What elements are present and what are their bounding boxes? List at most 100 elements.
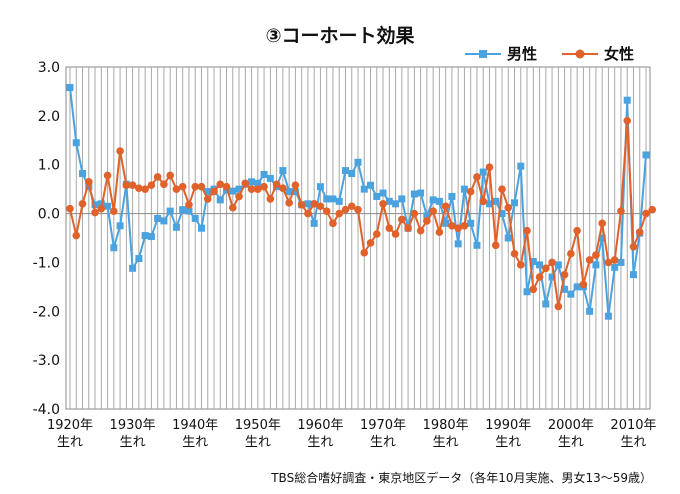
data-point-female	[329, 219, 337, 228]
x-tick-sublabel: 生れ	[57, 435, 83, 450]
data-point-male	[554, 261, 562, 269]
y-tick-label: -1.0	[33, 255, 60, 271]
y-tick-label: 3.0	[38, 60, 60, 76]
data-point-female	[523, 226, 531, 235]
data-point-female	[623, 116, 632, 125]
data-point-male	[248, 178, 256, 186]
data-point-female	[160, 180, 168, 189]
data-point-female	[141, 185, 149, 193]
data-point-male	[291, 188, 299, 196]
x-tick-label: 1960年	[297, 418, 343, 433]
data-point-male	[642, 151, 650, 159]
data-point-male	[185, 207, 193, 215]
data-point-male	[179, 206, 187, 214]
data-point-female	[110, 207, 118, 215]
data-point-female	[454, 224, 462, 233]
data-point-female	[135, 184, 143, 192]
x-tick-sublabel: 生れ	[620, 435, 646, 450]
data-point-female	[128, 181, 137, 190]
data-point-male	[629, 271, 637, 279]
data-point-female	[404, 224, 412, 233]
y-tick-label: 2.0	[38, 109, 60, 125]
data-point-female	[510, 249, 519, 258]
x-tick-sublabel: 生れ	[245, 435, 271, 450]
data-point-male	[360, 185, 368, 193]
x-tick-sublabel: 生れ	[182, 435, 208, 450]
data-point-male	[72, 139, 80, 147]
data-point-female	[391, 230, 400, 238]
data-point-male	[592, 261, 600, 269]
legend: 男性 女性	[465, 45, 634, 63]
data-point-female	[335, 209, 344, 218]
chart-title: ③コーホート効果	[265, 24, 414, 47]
data-point-female	[228, 203, 237, 212]
data-point-female	[579, 280, 588, 289]
data-point-female	[254, 185, 262, 193]
data-point-female	[78, 200, 87, 208]
x-tick-label: 1920年	[47, 418, 93, 433]
data-point-female	[122, 181, 131, 190]
data-point-female	[316, 202, 325, 211]
data-point-male	[523, 288, 531, 296]
data-point-male	[511, 199, 519, 207]
x-tick-label: 1970年	[360, 418, 406, 433]
data-point-male	[266, 174, 274, 182]
data-point-male	[392, 200, 400, 208]
data-point-male	[323, 195, 331, 203]
data-point-female	[491, 241, 500, 250]
data-point-female	[441, 202, 450, 211]
y-axis-ticks: 3.0 2.0 1.0 0.0 -1.0 -2.0 -3.0 -4.0	[33, 60, 60, 418]
data-point-male	[147, 233, 155, 241]
data-point-male	[492, 197, 500, 205]
legend-female-label: 女性	[604, 45, 634, 63]
data-point-female	[147, 181, 156, 190]
data-point-female	[216, 180, 225, 189]
data-point-male	[341, 167, 349, 175]
data-point-male	[417, 189, 425, 197]
data-point-male	[260, 170, 268, 178]
data-point-female	[604, 258, 613, 267]
data-point-male	[204, 188, 212, 196]
data-point-male	[448, 192, 456, 200]
data-point-female	[610, 256, 619, 264]
data-point-female	[366, 239, 375, 247]
data-point-female	[548, 258, 556, 267]
data-point-male	[110, 244, 118, 252]
data-point-male	[354, 158, 362, 166]
data-point-male	[398, 195, 406, 203]
data-point-male	[586, 307, 594, 315]
data-point-female	[398, 215, 406, 224]
data-point-male	[573, 283, 581, 291]
data-point-male	[166, 207, 174, 215]
legend-male-label: 男性	[507, 45, 537, 63]
data-point-female	[197, 182, 206, 191]
x-tick-sublabel: 生れ	[433, 435, 459, 450]
data-point-female	[172, 185, 181, 193]
data-point-female	[247, 185, 256, 193]
y-tick-label: -4.0	[33, 402, 60, 418]
data-point-male	[235, 185, 243, 193]
data-point-male	[611, 263, 619, 271]
source-note: TBS総合嗜好調査・東京地区データ（各年10月実施、男女13〜59歳）	[270, 470, 652, 485]
data-point-male	[329, 195, 337, 203]
data-point-female	[372, 230, 381, 238]
data-point-female	[554, 302, 563, 311]
data-point-female	[617, 207, 625, 215]
x-tick-label: 1930年	[110, 418, 156, 433]
data-point-female	[429, 207, 437, 215]
legend-entry-male: 男性	[465, 45, 537, 63]
data-point-male	[454, 240, 462, 248]
data-point-female	[448, 221, 456, 230]
data-point-female	[347, 202, 356, 211]
data-point-female	[529, 285, 538, 294]
data-point-male	[285, 188, 293, 196]
data-point-male	[567, 290, 575, 298]
data-point-male	[561, 285, 569, 293]
data-point-male	[485, 200, 493, 208]
data-point-female	[279, 184, 287, 192]
data-point-female	[153, 173, 162, 181]
data-point-male	[473, 241, 481, 249]
data-point-female	[592, 251, 600, 259]
x-tick-sublabel: 生れ	[120, 435, 146, 450]
